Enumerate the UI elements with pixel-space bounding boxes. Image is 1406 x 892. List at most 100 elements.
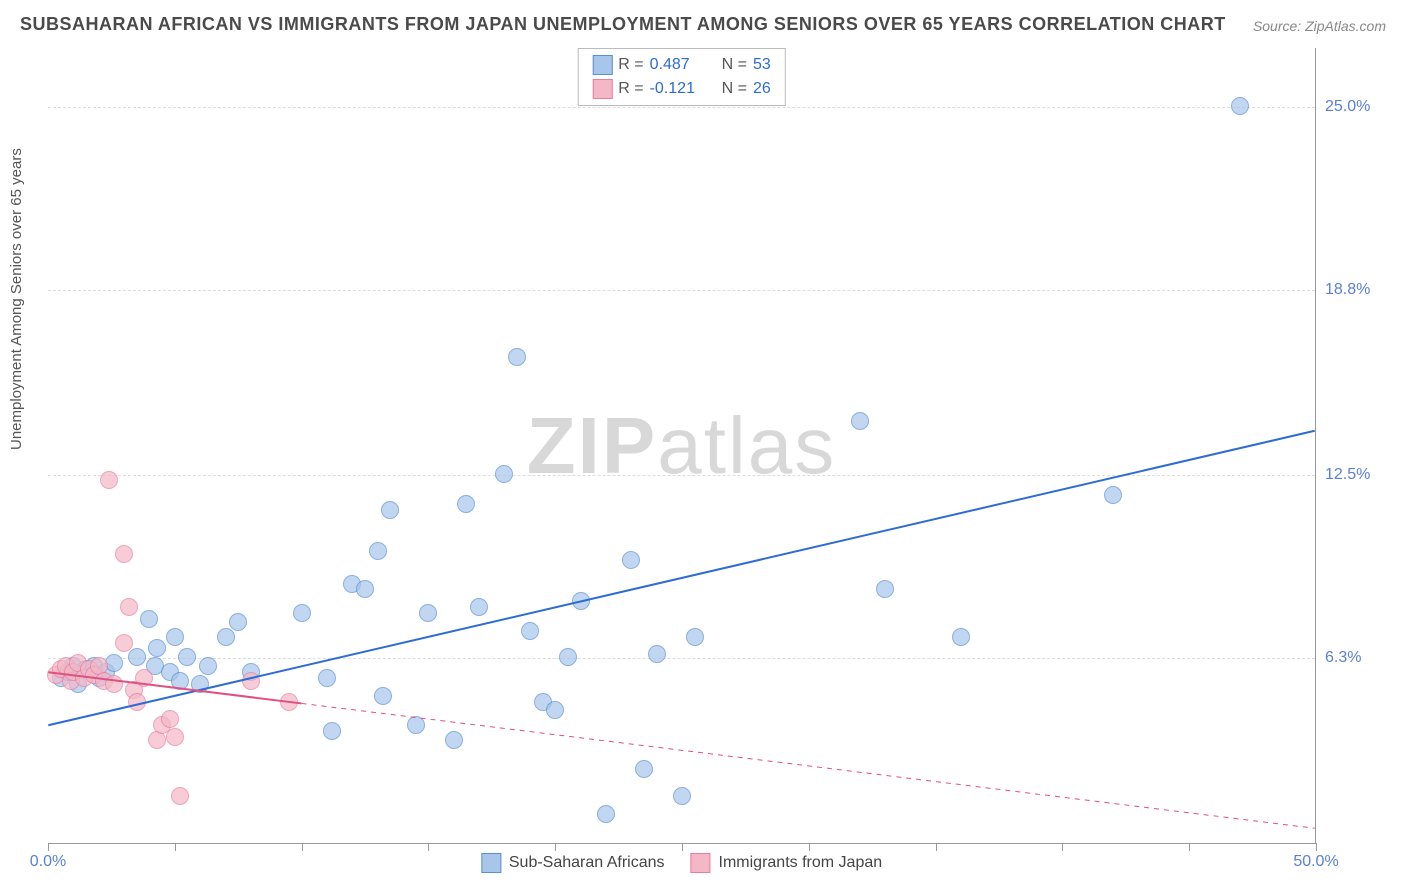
r-label: R = xyxy=(618,56,643,74)
r-value: -0.121 xyxy=(650,80,706,98)
x-tick xyxy=(1062,843,1063,851)
data-point xyxy=(381,501,399,519)
data-point xyxy=(105,675,123,693)
data-point xyxy=(1231,97,1249,115)
x-tick-label: 50.0% xyxy=(1293,853,1338,871)
trend-lines-layer xyxy=(48,48,1315,843)
gridline xyxy=(48,658,1315,659)
data-point xyxy=(876,580,894,598)
data-point xyxy=(572,592,590,610)
r-value: 0.487 xyxy=(650,56,706,74)
data-point xyxy=(1104,486,1122,504)
data-point xyxy=(622,551,640,569)
data-point xyxy=(686,628,704,646)
data-point xyxy=(495,465,513,483)
data-point xyxy=(374,687,392,705)
data-point xyxy=(135,669,153,687)
stats-legend: R = 0.487 N = 53 R = -0.121 N = 26 xyxy=(577,48,785,106)
data-point xyxy=(508,348,526,366)
data-point xyxy=(369,542,387,560)
data-point xyxy=(217,628,235,646)
data-point xyxy=(100,471,118,489)
n-label: N = xyxy=(722,56,747,74)
y-tick-label: 12.5% xyxy=(1325,466,1395,484)
gridline xyxy=(48,475,1315,476)
data-point xyxy=(148,639,166,657)
stats-legend-row: R = -0.121 N = 26 xyxy=(592,77,770,101)
data-point xyxy=(648,645,666,663)
gridline xyxy=(48,107,1315,108)
gridline xyxy=(48,290,1315,291)
source-value: ZipAtlas.com xyxy=(1305,18,1386,34)
data-point xyxy=(191,675,209,693)
data-point xyxy=(128,648,146,666)
stats-legend-row: R = 0.487 N = 53 xyxy=(592,53,770,77)
data-point xyxy=(318,669,336,687)
x-tick xyxy=(1316,843,1317,851)
data-point xyxy=(407,716,425,734)
n-value: 26 xyxy=(753,80,771,98)
data-point xyxy=(171,787,189,805)
data-point xyxy=(470,598,488,616)
x-tick xyxy=(682,843,683,851)
data-point xyxy=(140,610,158,628)
data-point xyxy=(120,598,138,616)
data-point xyxy=(199,657,217,675)
data-point xyxy=(323,722,341,740)
x-tick xyxy=(48,843,49,851)
data-point xyxy=(597,805,615,823)
x-tick xyxy=(555,843,556,851)
y-tick-label: 25.0% xyxy=(1325,98,1395,116)
source-attribution: Source: ZipAtlas.com xyxy=(1253,18,1386,34)
watermark: ZIPatlas xyxy=(527,400,836,492)
legend-swatch xyxy=(691,853,711,873)
series-legend-label: Immigrants from Japan xyxy=(719,854,883,872)
legend-swatch xyxy=(481,853,501,873)
data-point xyxy=(161,710,179,728)
data-point xyxy=(178,648,196,666)
data-point xyxy=(115,545,133,563)
series-legend-item: Immigrants from Japan xyxy=(691,853,883,873)
x-tick xyxy=(175,843,176,851)
trend-line-dashed xyxy=(302,703,1315,828)
n-value: 53 xyxy=(753,56,771,74)
data-point xyxy=(293,604,311,622)
x-tick xyxy=(302,843,303,851)
y-tick-label: 6.3% xyxy=(1325,649,1395,667)
x-tick xyxy=(936,843,937,851)
legend-swatch xyxy=(592,55,612,75)
x-tick xyxy=(428,843,429,851)
data-point xyxy=(166,728,184,746)
data-point xyxy=(419,604,437,622)
data-point xyxy=(635,760,653,778)
data-point xyxy=(356,580,374,598)
data-point xyxy=(457,495,475,513)
data-point xyxy=(242,672,260,690)
series-legend: Sub-Saharan Africans Immigrants from Japa… xyxy=(481,853,882,873)
data-point xyxy=(128,693,146,711)
r-label: R = xyxy=(618,80,643,98)
data-point xyxy=(559,648,577,666)
x-tick xyxy=(1189,843,1190,851)
y-axis-label: Unemployment Among Seniors over 65 years xyxy=(8,148,25,450)
data-point xyxy=(521,622,539,640)
data-point xyxy=(171,672,189,690)
data-point xyxy=(445,731,463,749)
data-point xyxy=(673,787,691,805)
x-tick xyxy=(809,843,810,851)
scatter-plot: ZIPatlas R =0.487N =53R =-0.121N =26 Sub… xyxy=(48,48,1316,844)
data-point xyxy=(105,654,123,672)
series-legend-label: Sub-Saharan Africans xyxy=(509,854,665,872)
data-point xyxy=(546,701,564,719)
data-point xyxy=(851,412,869,430)
source-label: Source: xyxy=(1253,18,1301,34)
chart-title: SUBSAHARAN AFRICAN VS IMMIGRANTS FROM JA… xyxy=(20,14,1226,35)
x-tick-label: 0.0% xyxy=(30,853,66,871)
data-point xyxy=(280,693,298,711)
series-legend-item: Sub-Saharan Africans xyxy=(481,853,665,873)
n-label: N = xyxy=(722,80,747,98)
data-point xyxy=(952,628,970,646)
y-tick-label: 18.8% xyxy=(1325,281,1395,299)
legend-swatch xyxy=(592,79,612,99)
data-point xyxy=(166,628,184,646)
